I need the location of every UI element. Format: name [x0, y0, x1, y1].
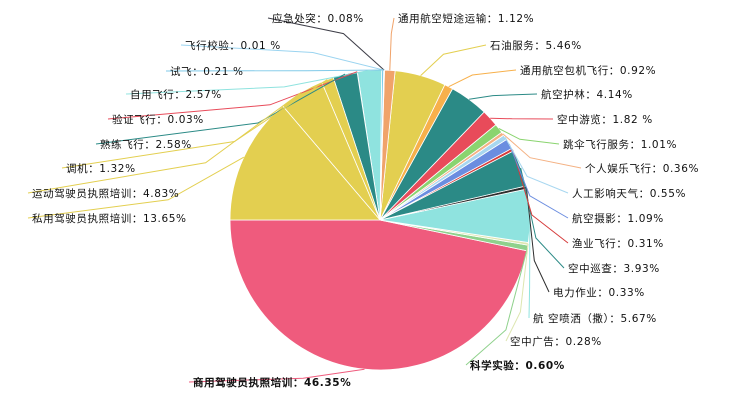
- leader-line: [528, 215, 531, 319]
- leader-lines: [27, 17, 582, 383]
- leader-line: [448, 69, 517, 88]
- slice-label: 验证飞行：0.03%: [112, 113, 204, 126]
- leader-line: [465, 247, 528, 366]
- slice-label: 通用航空包机飞行：0.92%: [520, 64, 656, 77]
- pie-slice: [229, 105, 381, 221]
- slice-label: 自用飞行：2.57%: [130, 88, 222, 101]
- slice-label: 飞行校验：0.01 %: [185, 39, 281, 52]
- slice-label: 私用驾驶员执照培训：13.65%: [32, 212, 187, 225]
- slice-label: 空中广告：0.28%: [510, 335, 602, 348]
- slice-label: 石油服务：5.46%: [490, 39, 582, 52]
- slice-label: 航空摄影：1.09%: [572, 212, 664, 225]
- leader-line: [420, 44, 487, 76]
- slice-label: 人工影响天气：0.55%: [572, 187, 686, 200]
- leader-line: [502, 133, 582, 169]
- slice-label: 熟练飞行：2.58%: [100, 138, 192, 151]
- slice-label: 科学实验：0.60%: [470, 359, 565, 372]
- slice-labels: 商用驾驶员执照培训：46.35% 科学实验：0.60% 空中广告：0.28% 航 空喷…: [32, 12, 699, 389]
- leader-line: [512, 149, 569, 244]
- leader-line: [504, 137, 569, 194]
- slice-label: 空中巡查：3.93%: [568, 262, 660, 275]
- leader-line: [508, 143, 569, 219]
- leader-line: [520, 167, 565, 269]
- pie-slice: [229, 219, 528, 371]
- slice-label: 调机：1.32%: [66, 162, 136, 175]
- slice-label: 通用航空短途运输：1.12%: [398, 12, 534, 25]
- leader-line: [165, 69, 383, 72]
- slice-label: 商用驾驶员执照培训：46.35%: [193, 376, 351, 389]
- leader-line: [505, 243, 529, 342]
- slice-label: 试飞：0.21 %: [170, 66, 244, 78]
- slice-label: 运动驾驶员执照培训：4.83%: [32, 187, 179, 200]
- slice-label: 应急处突：0.08%: [272, 12, 364, 25]
- slice-label: 渔业飞行：0.31%: [572, 237, 664, 250]
- leader-line: [389, 17, 395, 71]
- leader-line: [490, 117, 554, 120]
- leader-line: [27, 91, 302, 194]
- slice-label: 航空护林：4.14%: [541, 88, 633, 101]
- leader-line: [180, 44, 384, 71]
- leader-line: [469, 93, 538, 100]
- leader-line: [107, 71, 358, 120]
- leader-line: [267, 17, 385, 71]
- slice-label: 电力作业：0.33%: [553, 286, 645, 299]
- leader-line: [188, 368, 365, 383]
- slice-label: 个人娱乐飞行：0.36%: [585, 162, 699, 175]
- leader-line: [525, 187, 550, 293]
- slice-label: 空中游览：1.82 %: [557, 113, 653, 126]
- slice-label: 跳伞飞行服务：1.01%: [563, 138, 677, 151]
- leader-line: [95, 73, 346, 145]
- leader-line: [498, 128, 560, 145]
- slice-label: 航 空喷洒（撒）：5.67%: [533, 312, 657, 325]
- pie-slices: [229, 69, 531, 371]
- leader-line: [27, 156, 245, 219]
